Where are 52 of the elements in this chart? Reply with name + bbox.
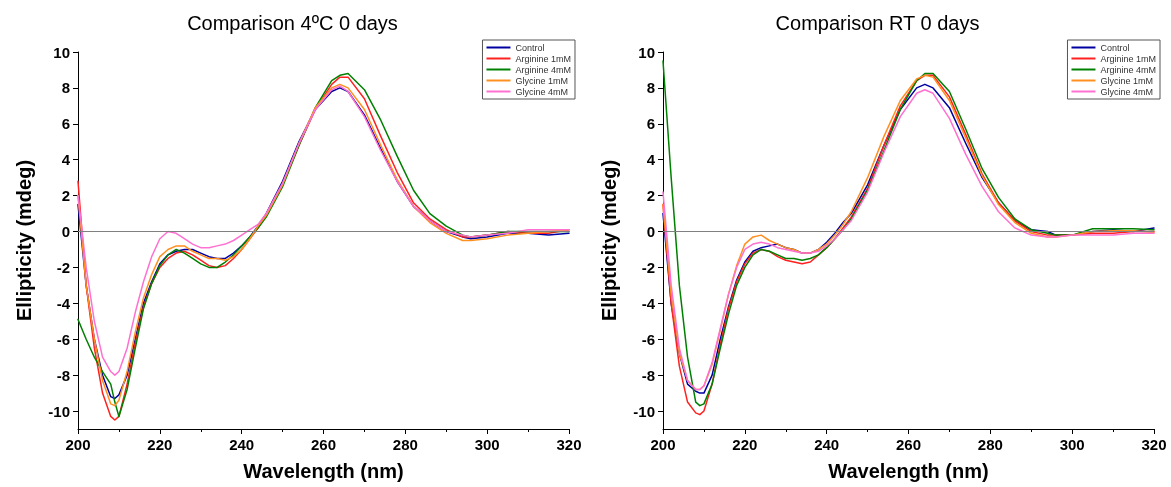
x-tick-label: 280 (977, 436, 1003, 453)
legend-label: Arginine 4mM (1100, 64, 1157, 75)
y-tick-label: 6 (646, 115, 655, 133)
y-tick-label: 4 (646, 151, 656, 169)
y-tick-label: 2 (61, 187, 70, 205)
y-tick-label: -2 (641, 258, 655, 276)
legend-label: Arginine 1mM (515, 53, 572, 64)
y-tick-label: -10 (48, 402, 70, 420)
legend-label: Glycine 4mM (1100, 86, 1153, 97)
y-tick-label: 0 (61, 223, 70, 241)
x-axis-title: Wavelength (nm) (828, 460, 989, 482)
x-tick-label: 260 (310, 436, 337, 453)
y-tick-label: 6 (61, 115, 70, 133)
x-tick-label: 240 (229, 436, 255, 453)
x-tick-label: 240 (814, 436, 840, 453)
y-axis-title: Ellipticity (mdeg) (13, 159, 35, 322)
legend-label: Glycine 1mM (1100, 75, 1153, 86)
x-tick-label: 300 (1059, 436, 1085, 453)
x-tick-label: 220 (147, 436, 173, 453)
y-tick-label: -6 (641, 330, 655, 348)
legend-label: Glycine 1mM (515, 75, 568, 86)
y-tick-label: -8 (641, 366, 655, 384)
x-tick-label: 220 (732, 436, 758, 453)
y-tick-label: 8 (61, 79, 70, 97)
y-tick-label: -4 (641, 294, 656, 312)
legend-label: Glycine 4mM (515, 86, 568, 97)
y-tick-label: -4 (56, 294, 71, 312)
y-tick-label: -6 (56, 330, 70, 348)
legend-label: Control (1100, 42, 1130, 53)
y-tick-label: 8 (646, 79, 655, 97)
y-tick-label: -8 (56, 366, 70, 384)
chart-title: Comparison 4ºC 0 days (187, 12, 398, 34)
x-tick-label: 300 (474, 436, 500, 453)
y-tick-label: 4 (61, 151, 71, 169)
y-tick-label: 2 (646, 187, 655, 205)
chart-title: Comparison RT 0 days (775, 12, 980, 34)
y-tick-label: 0 (646, 223, 655, 241)
y-tick-label: 10 (638, 43, 655, 61)
x-tick-label: 200 (650, 436, 676, 453)
y-axis-title: Ellipticity (mdeg) (598, 159, 620, 322)
legend-label: Arginine 1mM (1100, 53, 1157, 64)
x-tick-label: 320 (556, 436, 582, 453)
x-tick-label: 200 (65, 436, 91, 453)
x-tick-label: 260 (895, 436, 922, 453)
y-tick-label: 10 (53, 43, 70, 61)
legend-label: Arginine 4mM (515, 64, 572, 75)
legend-label: Control (515, 42, 545, 53)
y-tick-label: -2 (56, 258, 70, 276)
x-axis-title: Wavelength (nm) (243, 460, 404, 482)
x-tick-label: 280 (392, 436, 418, 453)
y-tick-label: -10 (633, 402, 655, 420)
x-tick-label: 320 (1141, 436, 1167, 453)
